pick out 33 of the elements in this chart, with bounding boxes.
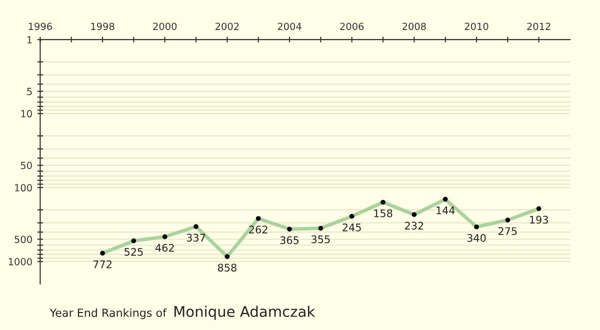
data-label: 275: [498, 227, 517, 236]
x-tick-label: 2010: [464, 22, 488, 30]
text: Monique Adamczak: [174, 306, 316, 320]
data-label: 355: [312, 235, 330, 244]
data-label: 262: [249, 226, 268, 234]
y-tick-label: 1000: [8, 258, 32, 266]
y-tick-label: 50: [20, 162, 32, 170]
x-tick-label: 2008: [402, 22, 426, 30]
y-tick-label: 1: [27, 36, 32, 44]
x-tick-label: 2006: [340, 22, 364, 30]
data-label: 525: [124, 248, 143, 256]
y-tick-label: 10: [21, 110, 32, 118]
y-tick-label: 500: [14, 236, 32, 244]
x-tick-label: 2002: [216, 22, 239, 30]
data-label: 245: [342, 223, 361, 232]
data-label: 365: [280, 236, 299, 244]
x-tick-label: 2012: [527, 22, 550, 30]
data-label: 340: [467, 234, 486, 242]
data-label: 193: [530, 216, 548, 224]
data-label: 337: [186, 234, 206, 242]
data-label: 858: [218, 264, 236, 272]
y-tick-label: 100: [15, 184, 32, 192]
x-tick-label: 2004: [278, 22, 302, 30]
x-tick-label: 1998: [91, 22, 114, 30]
data-label: 158: [374, 209, 392, 218]
data-label: 462: [155, 244, 174, 252]
data-label: 232: [405, 222, 424, 230]
x-tick-label: 2000: [153, 22, 177, 30]
x-tick-label: 1996: [28, 22, 52, 30]
data-label: 772: [93, 260, 112, 268]
y-tick-label: 5: [27, 88, 32, 96]
data-label: 144: [436, 206, 455, 214]
text: Year End Rankings of: [50, 308, 167, 320]
